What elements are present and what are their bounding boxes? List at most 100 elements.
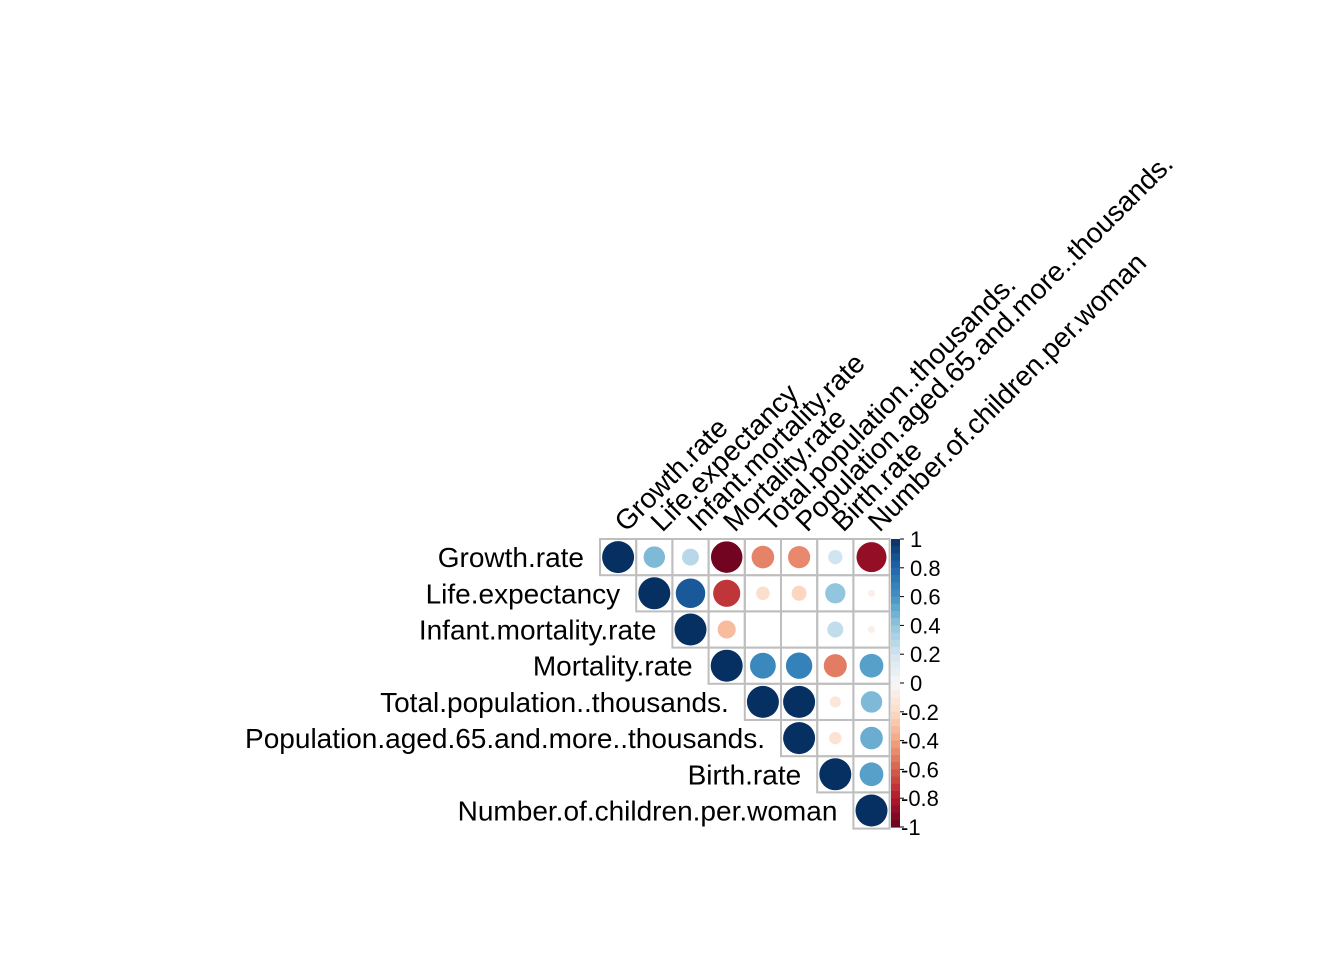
legend-tick-label: 1 — [910, 527, 922, 552]
legend-color-segment — [891, 733, 900, 742]
correlation-circle-total-population-thousands-vs-number-of-children-per-woman — [860, 691, 883, 713]
matrix-cell-7-7 — [852, 791, 891, 830]
legend-color-segment — [891, 575, 900, 583]
correlation-circle-growth-rate-vs-total-population-thousands — [751, 545, 775, 569]
column-label-population-aged-65-and-more-thousands: Population.aged.65.and.more..thousands. — [789, 148, 1179, 538]
legend-color-segment — [891, 697, 900, 706]
correlation-circle-life-expectancy-vs-life-expectancy — [638, 577, 671, 610]
correlation-circle-growth-rate-vs-number-of-children-per-woman — [856, 542, 887, 573]
legend-color-segment — [891, 582, 900, 590]
legend-color-segment — [891, 675, 900, 684]
row-labels: Growth.rate Life.expectancy Infant.mortali… — [245, 542, 837, 826]
correlation-circle-infant-mortality-rate-vs-mortality-rate — [717, 620, 736, 639]
row-label-total-population-thousands: Total.population..thousands. — [380, 687, 729, 718]
legend-color-segment — [891, 805, 900, 814]
correlation-circle-mortality-rate-vs-mortality-rate — [710, 649, 743, 682]
legend-color-segment — [891, 704, 900, 713]
legend-color-segment — [891, 711, 900, 720]
correlation-circle-life-expectancy-vs-number-of-children-per-woman — [867, 589, 876, 597]
column-labels: Growth.rateLife.expectancyInfant.mortali… — [608, 148, 1179, 538]
row-label-infant-mortality-rate: Infant.mortality.rate — [419, 615, 657, 646]
legend-color-segment — [891, 639, 900, 648]
correlation-circle-number-of-children-per-woman-vs-number-of-children-per-woman — [855, 794, 888, 827]
legend-color-segment — [891, 589, 900, 598]
legend-tick-label: -0.4 — [901, 729, 939, 754]
legend-color-segment — [891, 625, 900, 634]
correlation-circle-birth-rate-vs-number-of-children-per-woman — [859, 762, 884, 787]
legend-tick-label: 0.2 — [910, 642, 941, 667]
correlation-circle-mortality-rate-vs-number-of-children-per-woman — [859, 653, 884, 678]
correlation-circle-life-expectancy-vs-total-population-thousands — [756, 586, 770, 601]
legend-color-segment — [891, 654, 900, 662]
legend-color-segment — [891, 769, 900, 778]
row-label-mortality-rate: Mortality.rate — [533, 651, 693, 682]
correlation-circle-infant-mortality-rate-vs-infant-mortality-rate — [674, 613, 707, 646]
correlation-circle-growth-rate-vs-birth-rate — [828, 549, 843, 565]
correlation-circle-life-expectancy-vs-mortality-rate — [713, 579, 741, 607]
legend-color-segment — [891, 539, 900, 547]
correlation-circle-life-expectancy-vs-birth-rate — [825, 583, 846, 604]
legend-tick-label: 0.4 — [910, 613, 941, 638]
correlation-circle-growth-rate-vs-population-aged-65-and-more-thousands — [788, 546, 811, 569]
correlation-circle-infant-mortality-rate-vs-number-of-children-per-woman — [867, 625, 876, 634]
matrix-cell-2-5 — [780, 610, 819, 649]
legend-color-segment — [891, 553, 900, 562]
legend-color-segment — [891, 611, 900, 619]
legend-color-segment — [891, 567, 900, 576]
correlation-circle-mortality-rate-vs-total-population-thousands — [750, 652, 776, 679]
correlation-circle-mortality-rate-vs-population-aged-65-and-more-thousands — [785, 652, 813, 679]
correlation-circle-population-aged-65-and-more-thousands-vs-population-aged-65-and-more-thousands — [783, 722, 816, 755]
legend-color-segment — [891, 719, 900, 727]
legend-tick-label: 0.8 — [910, 556, 941, 581]
correlation-circle-growth-rate-vs-mortality-rate — [710, 541, 743, 573]
color-legend: 1 0.8 0.6 0.4 0.2 0 -0.2 -0.4 -0.6 -0.8 -1 — [891, 527, 941, 840]
correlation-circle-life-expectancy-vs-population-aged-65-and-more-thousands — [791, 585, 807, 601]
legend-color-segment — [891, 546, 900, 554]
legend-color-segment — [891, 618, 900, 626]
row-label-life-expectancy: Life.expectancy — [426, 578, 621, 609]
legend-color-segment — [891, 647, 900, 655]
legend-color-segment — [891, 791, 900, 799]
legend-color-segment — [891, 798, 900, 806]
legend-color-segment — [891, 603, 900, 612]
legend-color-segment — [891, 661, 900, 670]
legend-color-segment — [891, 560, 900, 569]
legend-tick-label: -1 — [901, 815, 921, 840]
row-label-number-of-children-per-woman: Number.of.children.per.woman — [458, 796, 838, 827]
correlation-circle-population-aged-65-and-more-thousands-vs-number-of-children-per-woman — [860, 726, 883, 750]
legend-color-segment — [891, 683, 900, 691]
legend-color-segment — [891, 668, 900, 677]
legend-tick-label: -0.6 — [901, 757, 939, 782]
correlation-circle-total-population-thousands-vs-total-population-thousands — [746, 685, 779, 718]
legend-tick-label: 0 — [910, 671, 922, 696]
legend-color-segment — [891, 783, 900, 792]
legend-color-segment — [891, 755, 900, 763]
legend-tick-label: -0.2 — [901, 700, 939, 725]
legend-tick-label: 0.6 — [910, 585, 941, 610]
correlation-circle-growth-rate-vs-growth-rate — [602, 541, 635, 574]
correlation-circle-infant-mortality-rate-vs-birth-rate — [827, 621, 844, 638]
legend-color-segment — [891, 632, 900, 641]
row-label-population-aged-65-and-more-thousands: Population.aged.65.and.more..thousands. — [245, 723, 765, 754]
correlation-circle-life-expectancy-vs-infant-mortality-rate — [675, 578, 706, 609]
matrix-cells — [599, 538, 891, 830]
correlation-circle-growth-rate-vs-infant-mortality-rate — [682, 548, 699, 566]
row-label-growth-rate: Growth.rate — [438, 542, 584, 573]
legend-color-segment — [891, 819, 900, 828]
legend-color-segment — [891, 726, 900, 734]
correlation-circle-mortality-rate-vs-birth-rate — [823, 654, 847, 678]
legend-color-segment — [891, 740, 900, 749]
correlation-circle-population-aged-65-and-more-thousands-vs-birth-rate — [829, 731, 842, 745]
legend-tick-label: -0.8 — [901, 786, 939, 811]
matrix-cell-2-4 — [743, 610, 782, 649]
legend-color-segment — [891, 776, 900, 785]
correlation-circle-birth-rate-vs-birth-rate — [819, 758, 852, 791]
legend-color-segment — [891, 812, 900, 821]
row-label-birth-rate: Birth.rate — [688, 759, 802, 790]
correlation-circle-growth-rate-vs-life-expectancy — [643, 546, 666, 568]
legend-color-segment — [891, 690, 900, 698]
legend-color-segment — [891, 747, 900, 756]
legend-color-segment — [891, 596, 900, 605]
legend-color-segment — [891, 762, 900, 770]
